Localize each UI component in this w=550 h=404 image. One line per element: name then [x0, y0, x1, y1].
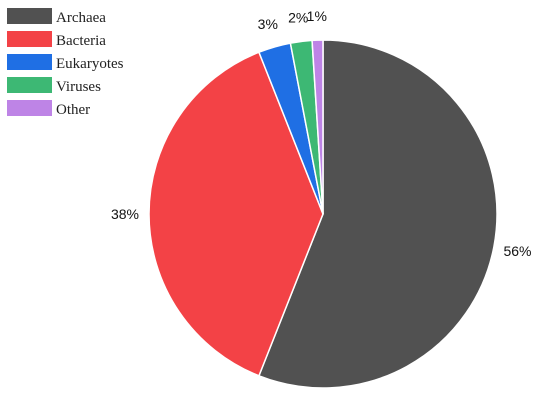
- legend-label-bacteria: Bacteria: [56, 33, 106, 49]
- legend-swatch-bacteria: [7, 31, 52, 47]
- pie-slice-bacteria: [148, 51, 324, 377]
- slice-label-bacteria: 38%: [111, 206, 139, 222]
- pie-slices: [148, 39, 498, 389]
- legend-swatch-viruses: [7, 77, 52, 93]
- legend-label-eukaryotes: Eukaryotes: [56, 56, 124, 72]
- legend: Archaea Bacteria Eukaryotes Viruses Other: [7, 8, 124, 118]
- legend-swatch-other: [7, 100, 52, 116]
- pie-labels: 56% 38% 3% 2%1%: [111, 8, 532, 259]
- legend-label-other: Other: [56, 102, 90, 118]
- slice-label-other: 1%: [307, 8, 327, 24]
- slice-label-archaea: 56%: [503, 243, 531, 259]
- legend-label-viruses: Viruses: [56, 79, 101, 95]
- pie-slice-archaea: [258, 39, 498, 389]
- legend-swatch-archaea: [7, 8, 52, 24]
- legend-label-archaea: Archaea: [56, 10, 106, 26]
- slice-label-viruses: 2%: [288, 10, 308, 26]
- slice-label-eukaryotes: 3%: [258, 16, 278, 32]
- legend-swatch-eukaryotes: [7, 54, 52, 70]
- pie-slice-other: [311, 39, 324, 215]
